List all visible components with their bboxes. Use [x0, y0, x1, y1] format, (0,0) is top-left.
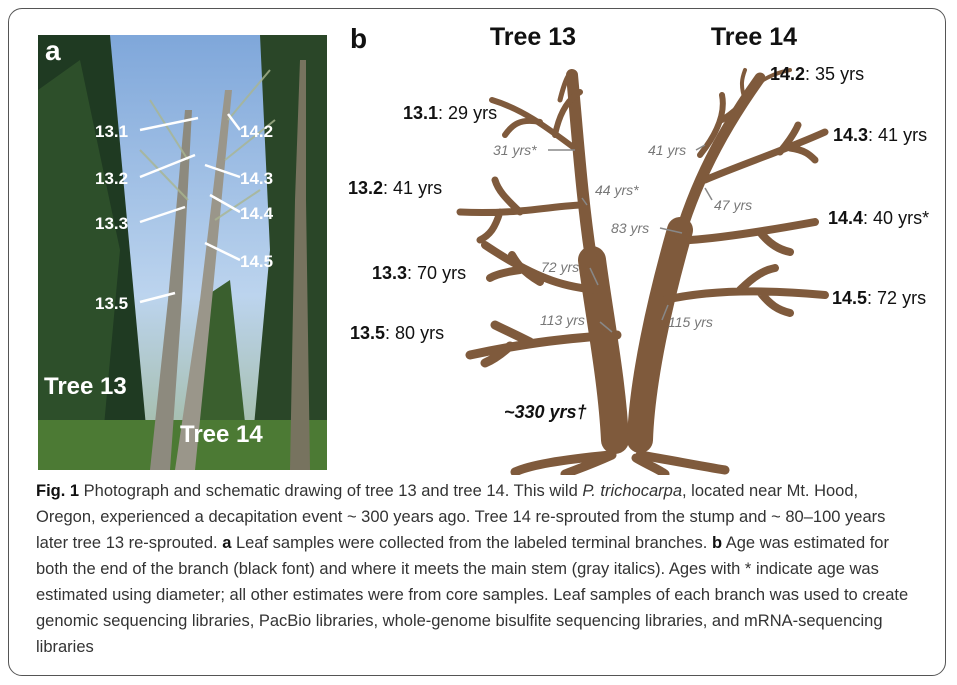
junction-age: 41 yrs: [648, 142, 686, 158]
branch-age: : 41 yrs: [868, 125, 927, 145]
branch-end-label: 13.1: 29 yrs: [403, 103, 497, 123]
junction-age: 83 yrs: [611, 220, 649, 236]
photo-branch-label: 13.2: [95, 169, 128, 188]
junction-age: 113 yrs: [540, 312, 585, 328]
panel-label: b: [350, 23, 367, 54]
branch-id: 14.4: [828, 208, 863, 228]
photo-branch-label: 13.3: [95, 214, 128, 233]
branch-age: : 29 yrs: [438, 103, 497, 123]
photo-branch-label: 14.5: [240, 252, 273, 271]
caption-segment: Fig. 1: [36, 482, 79, 500]
photo-tree-label: Tree 14: [180, 421, 263, 448]
branch-end-label: 13.3: 70 yrs: [372, 263, 466, 283]
caption-segment: P. trichocarpa: [582, 482, 682, 500]
junction-age: 115 yrs: [668, 314, 713, 330]
branch-id: 13.3: [372, 263, 407, 283]
branch-id: 14.2: [770, 64, 805, 84]
branch-age: : 70 yrs: [407, 263, 466, 283]
branch-end-label: 14.2: 35 yrs: [770, 64, 864, 84]
caption-segment: a: [222, 534, 231, 552]
photo: [38, 35, 327, 470]
caption-segment: Age was estimated for both the end of th…: [36, 534, 908, 656]
junction-age: 72 yrs: [541, 259, 579, 275]
photo-branch-label: 13.1: [95, 122, 128, 141]
junction-age: 31 yrs*: [493, 142, 537, 158]
branch-age: : 41 yrs: [383, 178, 442, 198]
branch-id: 13.5: [350, 323, 385, 343]
stump-age: ~330 yrs†: [504, 402, 587, 422]
branch-end-label: 14.5: 72 yrs: [832, 288, 926, 308]
page: a b Tree 13 Tree 14 ~330 yrs† Tree 13 Tr…: [0, 0, 957, 685]
tree-title: Tree 14: [711, 23, 797, 51]
photo-branch-label: 13.5: [95, 294, 128, 313]
panel-label: a: [45, 35, 61, 66]
branch-end-label: 13.2: 41 yrs: [348, 178, 442, 198]
junction-age: 47 yrs: [714, 197, 752, 213]
photo-branch-label: 14.3: [240, 169, 273, 188]
branch-age: : 80 yrs: [385, 323, 444, 343]
branch-id: 13.2: [348, 178, 383, 198]
photo-tree-label: Tree 13: [44, 373, 127, 400]
photo-branch-label: 14.2: [240, 122, 273, 141]
branch-id: 13.1: [403, 103, 438, 123]
branch-id: 14.3: [833, 125, 868, 145]
caption-segment: Photograph and schematic drawing of tree…: [79, 482, 582, 500]
caption-segment: b: [712, 534, 722, 552]
photo-branch-label: 14.4: [240, 204, 274, 223]
branch-end-label: 14.4: 40 yrs*: [828, 208, 929, 228]
caption: Fig. 1 Photograph and schematic drawing …: [36, 478, 916, 660]
branch-age: : 72 yrs: [867, 288, 926, 308]
branch-end-label: 13.5: 80 yrs: [350, 323, 444, 343]
branch-id: 14.5: [832, 288, 867, 308]
figure: a b Tree 13 Tree 14 ~330 yrs† Tree 13 Tr…: [0, 0, 957, 475]
tree-title: Tree 13: [490, 23, 576, 51]
caption-segment: Leaf samples were collected from the lab…: [231, 534, 712, 552]
branch-age: : 35 yrs: [805, 64, 864, 84]
branch-age: : 40 yrs*: [863, 208, 929, 228]
branch-end-label: 14.3: 41 yrs: [833, 125, 927, 145]
junction-age: 44 yrs*: [595, 182, 639, 198]
